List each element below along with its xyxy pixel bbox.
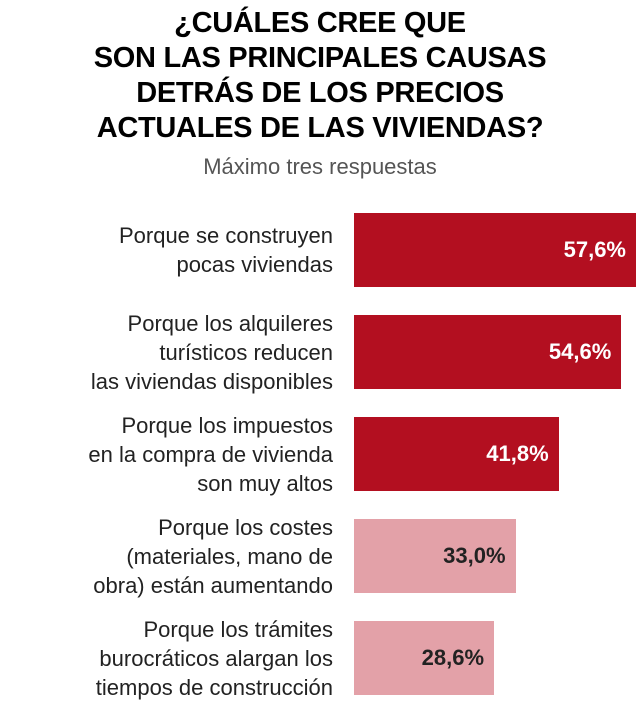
value-label: 54,6% [548, 339, 612, 364]
value-label: 28,6% [421, 645, 485, 670]
category-label: Porque los alquileres turísticos reducen… [90, 310, 333, 394]
category-label: Porque los costes (materiales, mano de o… [93, 514, 333, 598]
category-label: Porque los trámites burocráticos alargan… [95, 616, 333, 700]
category-label: Porque se construyen pocas viviendas [118, 223, 333, 277]
value-label: 41,8% [486, 441, 549, 466]
bar [354, 519, 516, 593]
bar [354, 315, 622, 389]
value-label: 57,6% [563, 237, 626, 262]
value-label: 33,0% [443, 543, 506, 568]
bar [354, 213, 636, 287]
bar [354, 621, 495, 695]
bar [354, 417, 559, 491]
chart-subtitle: Máximo tres respuestas [203, 154, 437, 179]
category-label: Porque los impuestos en la compra de viv… [88, 412, 333, 496]
chart-title: ¿CUÁLES CREE QUE SON LAS PRINCIPALES CAU… [93, 7, 547, 144]
